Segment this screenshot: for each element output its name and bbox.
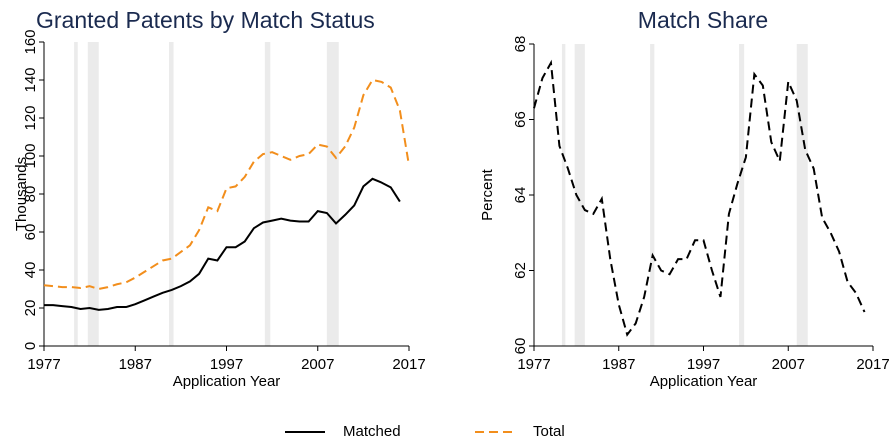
- y-axis-label: Percent: [479, 168, 496, 221]
- shaded-period: [574, 44, 585, 346]
- y-tick-label: 68: [512, 36, 529, 53]
- x-tick-label: 1997: [210, 356, 243, 373]
- chart-title: Granted Patents by Match Status: [36, 7, 375, 33]
- y-tick-label: 60: [512, 338, 529, 355]
- y-tick-label: 80: [22, 186, 39, 203]
- shaded-period: [739, 44, 745, 346]
- y-axis-label: Thousands: [13, 157, 30, 231]
- y-tick-label: 160: [22, 29, 39, 54]
- shaded-period: [74, 42, 78, 346]
- y-tick-label: 66: [512, 111, 529, 128]
- y-tick-label: 64: [512, 187, 529, 204]
- x-tick-label: 2017: [856, 356, 889, 373]
- y-tick-label: 60: [22, 224, 39, 241]
- shaded-period: [87, 42, 99, 346]
- y-tick-label: 0: [22, 342, 39, 350]
- x-tick-label: 2007: [301, 356, 334, 373]
- y-tick-label: 62: [512, 262, 529, 279]
- shaded-period: [650, 44, 655, 346]
- y-tick-label: 100: [22, 143, 39, 168]
- shaded-period: [326, 42, 339, 346]
- x-tick-label: 2007: [772, 356, 805, 373]
- x-tick-label: 1987: [602, 356, 635, 373]
- y-tick-label: 120: [22, 105, 39, 130]
- shaded-period: [796, 44, 808, 346]
- series-line: [43, 78, 410, 291]
- series-line: [533, 59, 866, 337]
- x-tick-label: 1997: [687, 356, 720, 373]
- y-tick-label: 140: [22, 67, 39, 92]
- x-tick-label: 1987: [119, 356, 152, 373]
- y-tick-label: 40: [22, 262, 39, 279]
- x-axis-label: Application Year: [173, 373, 281, 390]
- shaded-period: [264, 42, 271, 346]
- series-line: [44, 177, 401, 311]
- shaded-period: [561, 44, 566, 346]
- shaded-period: [169, 42, 174, 346]
- x-tick-label: 1977: [27, 356, 60, 373]
- x-tick-label: 2017: [392, 356, 425, 373]
- x-tick-label: 1977: [517, 356, 550, 373]
- x-axis-label: Application Year: [650, 373, 758, 390]
- legend-label: Matched: [343, 423, 401, 440]
- legend-label: Total: [533, 423, 565, 440]
- y-tick-label: 20: [22, 300, 39, 317]
- chart-title: Match Share: [638, 7, 768, 33]
